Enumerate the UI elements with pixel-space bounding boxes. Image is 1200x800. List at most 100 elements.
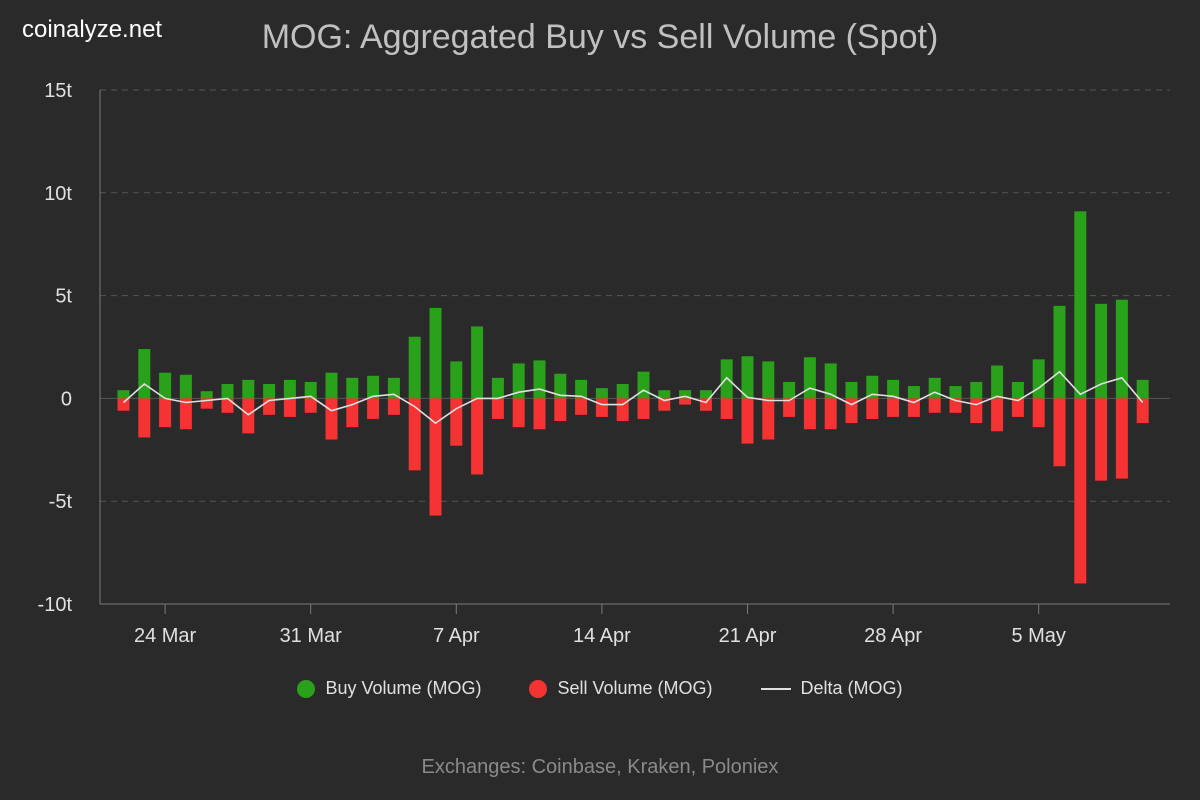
buy-volume-bar[interactable] <box>346 377 359 399</box>
buy-volume-bar[interactable] <box>741 356 754 399</box>
buy-volume-bar[interactable] <box>1011 381 1024 399</box>
buy-volume-bar[interactable] <box>949 386 962 399</box>
sell-volume-bar[interactable] <box>783 398 796 417</box>
sell-volume-bar[interactable] <box>845 398 858 424</box>
sell-volume-bar[interactable] <box>200 398 213 409</box>
buy-volume-bar[interactable] <box>1053 305 1066 399</box>
buy-volume-bar[interactable] <box>762 361 775 399</box>
sell-volume-bar[interactable] <box>1032 398 1045 428</box>
buy-volume-bar[interactable] <box>616 384 629 399</box>
sell-volume-bar[interactable] <box>242 398 255 434</box>
sell-volume-bar[interactable] <box>1053 398 1066 467</box>
legend-item-buy-volume[interactable]: Buy Volume (MOG) <box>297 678 481 699</box>
sell-volume-bar[interactable] <box>887 398 900 417</box>
sell-volume-bar[interactable] <box>949 398 962 413</box>
buy-volume-bar[interactable] <box>658 390 671 399</box>
buy-volume-bar[interactable] <box>803 357 816 399</box>
sell-volume-bar[interactable] <box>429 398 442 516</box>
buy-volume-bar[interactable] <box>595 388 608 399</box>
buy-volume-bar[interactable] <box>533 360 546 399</box>
buy-volume-bar[interactable] <box>159 372 172 399</box>
buy-volume-bar[interactable] <box>512 363 525 399</box>
buy-volume-bar[interactable] <box>554 373 567 399</box>
buy-volume-bar[interactable] <box>1074 211 1087 399</box>
buy-volume-bar[interactable] <box>783 381 796 399</box>
buy-volume-bar[interactable] <box>1136 379 1149 399</box>
buy-volume-bar[interactable] <box>866 375 879 399</box>
sell-volume-bar[interactable] <box>741 398 754 444</box>
sell-volume-bar[interactable] <box>679 398 692 405</box>
sell-volume-bar[interactable] <box>907 398 920 417</box>
buy-volume-bar[interactable] <box>991 365 1004 399</box>
sell-volume-bar[interactable] <box>221 398 234 413</box>
legend-item-delta[interactable]: Delta (MOG) <box>760 678 903 699</box>
sell-volume-bar[interactable] <box>450 398 463 446</box>
buy-volume-bar[interactable] <box>221 384 234 399</box>
buy-volume-bar[interactable] <box>970 381 983 399</box>
buy-volume-bar[interactable] <box>138 349 151 399</box>
buy-volume-bar[interactable] <box>367 375 380 399</box>
sell-volume-bar[interactable] <box>491 398 504 419</box>
sell-volume-bar[interactable] <box>471 398 484 475</box>
legend-item-sell-volume[interactable]: Sell Volume (MOG) <box>529 678 713 699</box>
sell-volume-bar[interactable] <box>991 398 1004 432</box>
sell-volume-bar[interactable] <box>762 398 775 440</box>
sell-volume-bar[interactable] <box>637 398 650 419</box>
sell-volume-bar[interactable] <box>699 398 712 411</box>
sell-volume-bar[interactable] <box>658 398 671 411</box>
sell-volume-bar[interactable] <box>575 398 588 415</box>
buy-volume-bar[interactable] <box>699 390 712 399</box>
buy-volume-bar[interactable] <box>325 372 338 399</box>
buy-volume-bar[interactable] <box>575 379 588 399</box>
sell-volume-bar[interactable] <box>533 398 546 430</box>
buy-volume-bar[interactable] <box>845 381 858 399</box>
sell-volume-bar[interactable] <box>283 398 296 417</box>
buy-volume-bar[interactable] <box>471 326 484 399</box>
sell-volume-bar[interactable] <box>803 398 816 430</box>
buy-volume-bar[interactable] <box>179 374 192 399</box>
buy-volume-bar[interactable] <box>637 371 650 399</box>
sell-volume-bar[interactable] <box>824 398 837 430</box>
buy-volume-bar[interactable] <box>117 390 130 399</box>
sell-volume-bar[interactable] <box>1136 398 1149 424</box>
sell-volume-bar[interactable] <box>179 398 192 430</box>
buy-volume-bar[interactable] <box>928 377 941 399</box>
sell-volume-bar[interactable] <box>512 398 525 428</box>
buy-volume-bar[interactable] <box>429 307 442 399</box>
buy-volume-bar[interactable] <box>1115 299 1128 399</box>
buy-volume-bar[interactable] <box>1095 303 1108 399</box>
sell-volume-bar[interactable] <box>720 398 733 419</box>
buy-volume-bar[interactable] <box>263 384 276 399</box>
sell-volume-bar[interactable] <box>1095 398 1108 481</box>
buy-volume-bar[interactable] <box>408 336 421 399</box>
sell-volume-bar[interactable] <box>408 398 421 471</box>
sell-volume-bar[interactable] <box>866 398 879 419</box>
delta-line[interactable] <box>122 370 1144 425</box>
sell-volume-bar[interactable] <box>595 398 608 417</box>
sell-volume-bar[interactable] <box>117 398 130 411</box>
buy-volume-bar[interactable] <box>679 390 692 399</box>
sell-volume-bar[interactable] <box>325 398 338 440</box>
buy-volume-bar[interactable] <box>491 377 504 399</box>
sell-volume-bar[interactable] <box>928 398 941 413</box>
buy-volume-bar[interactable] <box>1032 359 1045 399</box>
sell-volume-bar[interactable] <box>1011 398 1024 417</box>
sell-volume-bar[interactable] <box>1115 398 1128 479</box>
buy-volume-bar[interactable] <box>887 379 900 399</box>
sell-volume-bar[interactable] <box>304 398 317 413</box>
sell-volume-bar[interactable] <box>367 398 380 419</box>
buy-volume-bar[interactable] <box>824 363 837 399</box>
sell-volume-bar[interactable] <box>159 398 172 428</box>
sell-volume-bar[interactable] <box>138 398 151 438</box>
legend-sell-marker <box>529 679 548 698</box>
buy-volume-bar[interactable] <box>907 386 920 399</box>
buy-volume-bar[interactable] <box>200 391 213 399</box>
sell-volume-bar[interactable] <box>1074 398 1087 584</box>
buy-volume-bar[interactable] <box>242 379 255 399</box>
buy-volume-bar[interactable] <box>304 381 317 399</box>
buy-volume-bar[interactable] <box>283 379 296 399</box>
buy-volume-bar[interactable] <box>387 377 400 399</box>
sell-volume-bar[interactable] <box>387 398 400 415</box>
buy-volume-bar[interactable] <box>450 361 463 399</box>
sell-volume-bar[interactable] <box>554 398 567 422</box>
